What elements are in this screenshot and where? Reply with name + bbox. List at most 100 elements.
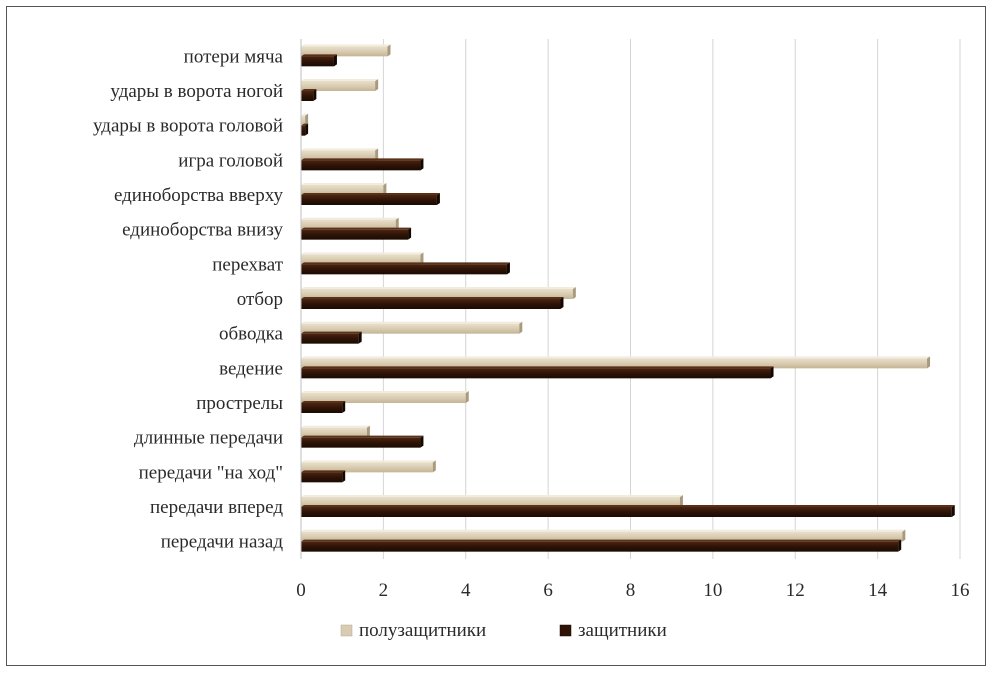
bar-top-edge — [301, 356, 931, 359]
x-tick-label: 4 — [461, 580, 471, 601]
bar-midfielders — [301, 358, 928, 369]
x-tick-label: 14 — [868, 580, 888, 601]
bar-midfielders — [301, 323, 520, 334]
bar-midfielders — [301, 81, 376, 91]
bar-bevel — [902, 529, 906, 542]
category-label: длинные передачи — [134, 428, 283, 449]
bar-defenders — [301, 56, 334, 67]
bar-top-edge — [301, 79, 379, 81]
category-label: единоборства вверху — [114, 185, 284, 206]
legend-label: защитники — [578, 620, 667, 641]
bar-bevel — [375, 79, 379, 91]
bar-bevel — [342, 470, 346, 483]
bar-bevel — [366, 425, 370, 438]
bar-top-edge — [301, 505, 955, 507]
category-label: прострелы — [196, 393, 283, 414]
bar-top-edge — [301, 158, 424, 161]
category-label: удары в ворота головой — [93, 116, 283, 137]
bar-bevel — [375, 148, 379, 161]
bar-bevel — [770, 366, 774, 379]
bar-top-edge — [301, 123, 309, 126]
bar-top-edge — [301, 391, 469, 393]
bar-defenders — [301, 91, 314, 101]
category-label: игра головой — [178, 150, 283, 171]
bar-top-edge — [301, 435, 424, 438]
legend: полузащитники защитники — [340, 620, 667, 641]
x-tick-label: 2 — [379, 580, 389, 601]
bar-defenders — [301, 299, 561, 309]
bar-top-edge — [301, 495, 683, 497]
legend-swatch — [559, 624, 572, 637]
bar-defenders — [301, 472, 343, 483]
x-tick-labels: 0 2 4 6 8 10 12 14 16 — [296, 580, 969, 601]
bar-chart: передачи назад передачи вперед передачи "н… — [93, 39, 970, 641]
bar-midfielders — [301, 115, 306, 126]
bar-bevel — [420, 435, 424, 448]
category-label: передачи вперед — [150, 497, 283, 518]
bar-bevel — [560, 297, 564, 309]
bar-bevel — [432, 460, 436, 473]
bar-top-edge — [301, 193, 440, 195]
bar-bevel — [313, 89, 317, 101]
bar-defenders — [301, 264, 507, 275]
bar-bevel — [465, 391, 469, 403]
x-tick-label: 12 — [786, 580, 805, 601]
bar-defenders — [301, 125, 306, 136]
bar-top-edge — [301, 470, 346, 473]
bar-bevel — [679, 495, 683, 507]
bar-top-edge — [301, 321, 523, 324]
bar-bevel — [420, 158, 424, 171]
bar-defenders — [301, 437, 421, 448]
bar-top-edge — [301, 227, 412, 230]
bar-midfielders — [301, 150, 376, 161]
bar-defenders — [301, 195, 437, 205]
category-label: перехват — [212, 254, 283, 275]
bar-bevel — [305, 113, 309, 126]
category-labels: передачи назад передачи вперед передачи "н… — [93, 46, 284, 552]
bar-top-edge — [301, 148, 379, 151]
bars — [301, 44, 955, 552]
chart-frame: передачи назад передачи вперед передачи "н… — [6, 6, 986, 666]
bar-top-edge — [301, 460, 436, 463]
bar-midfielders — [301, 462, 433, 473]
bar-bevel — [383, 183, 387, 195]
bar-defenders — [301, 507, 952, 517]
bar-top-edge — [301, 183, 387, 185]
bar-bevel — [408, 227, 412, 240]
bar-top-edge — [301, 297, 564, 299]
bar-top-edge — [301, 113, 309, 116]
bar-bevel — [572, 287, 576, 299]
bar-midfielders — [301, 427, 367, 438]
x-tick-label: 0 — [296, 580, 306, 601]
bar-midfielders — [301, 219, 396, 230]
bar-bevel — [333, 54, 337, 67]
bar-midfielders — [301, 185, 384, 195]
bar-bevel — [358, 331, 362, 344]
bar-top-edge — [301, 44, 391, 47]
category-label: ведение — [219, 358, 283, 379]
legend-label: полузащитники — [359, 620, 486, 641]
bar-bevel — [342, 401, 346, 413]
bar-bevel — [420, 252, 424, 265]
bar-bevel — [506, 262, 510, 275]
bar-top-edge — [301, 287, 576, 289]
bar-top-edge — [301, 262, 510, 265]
bar-top-edge — [301, 529, 906, 532]
category-label: потери мяча — [184, 46, 284, 67]
bar-bevel — [898, 539, 902, 552]
bar-top-edge — [301, 539, 902, 542]
bar-top-edge — [301, 252, 424, 255]
bar-bevel — [395, 217, 399, 230]
bar-midfielders — [301, 531, 903, 542]
bar-bevel — [387, 44, 391, 57]
x-tick-label: 6 — [543, 580, 553, 601]
bar-top-edge — [301, 331, 362, 334]
category-label: отбор — [237, 289, 283, 310]
bar-bevel — [927, 356, 931, 369]
bar-defenders — [301, 229, 409, 240]
bar-midfielders — [301, 393, 466, 403]
bar-midfielders — [301, 254, 421, 265]
bar-bevel — [519, 321, 523, 334]
bar-bevel — [305, 123, 309, 136]
x-tick-label: 10 — [703, 580, 722, 601]
